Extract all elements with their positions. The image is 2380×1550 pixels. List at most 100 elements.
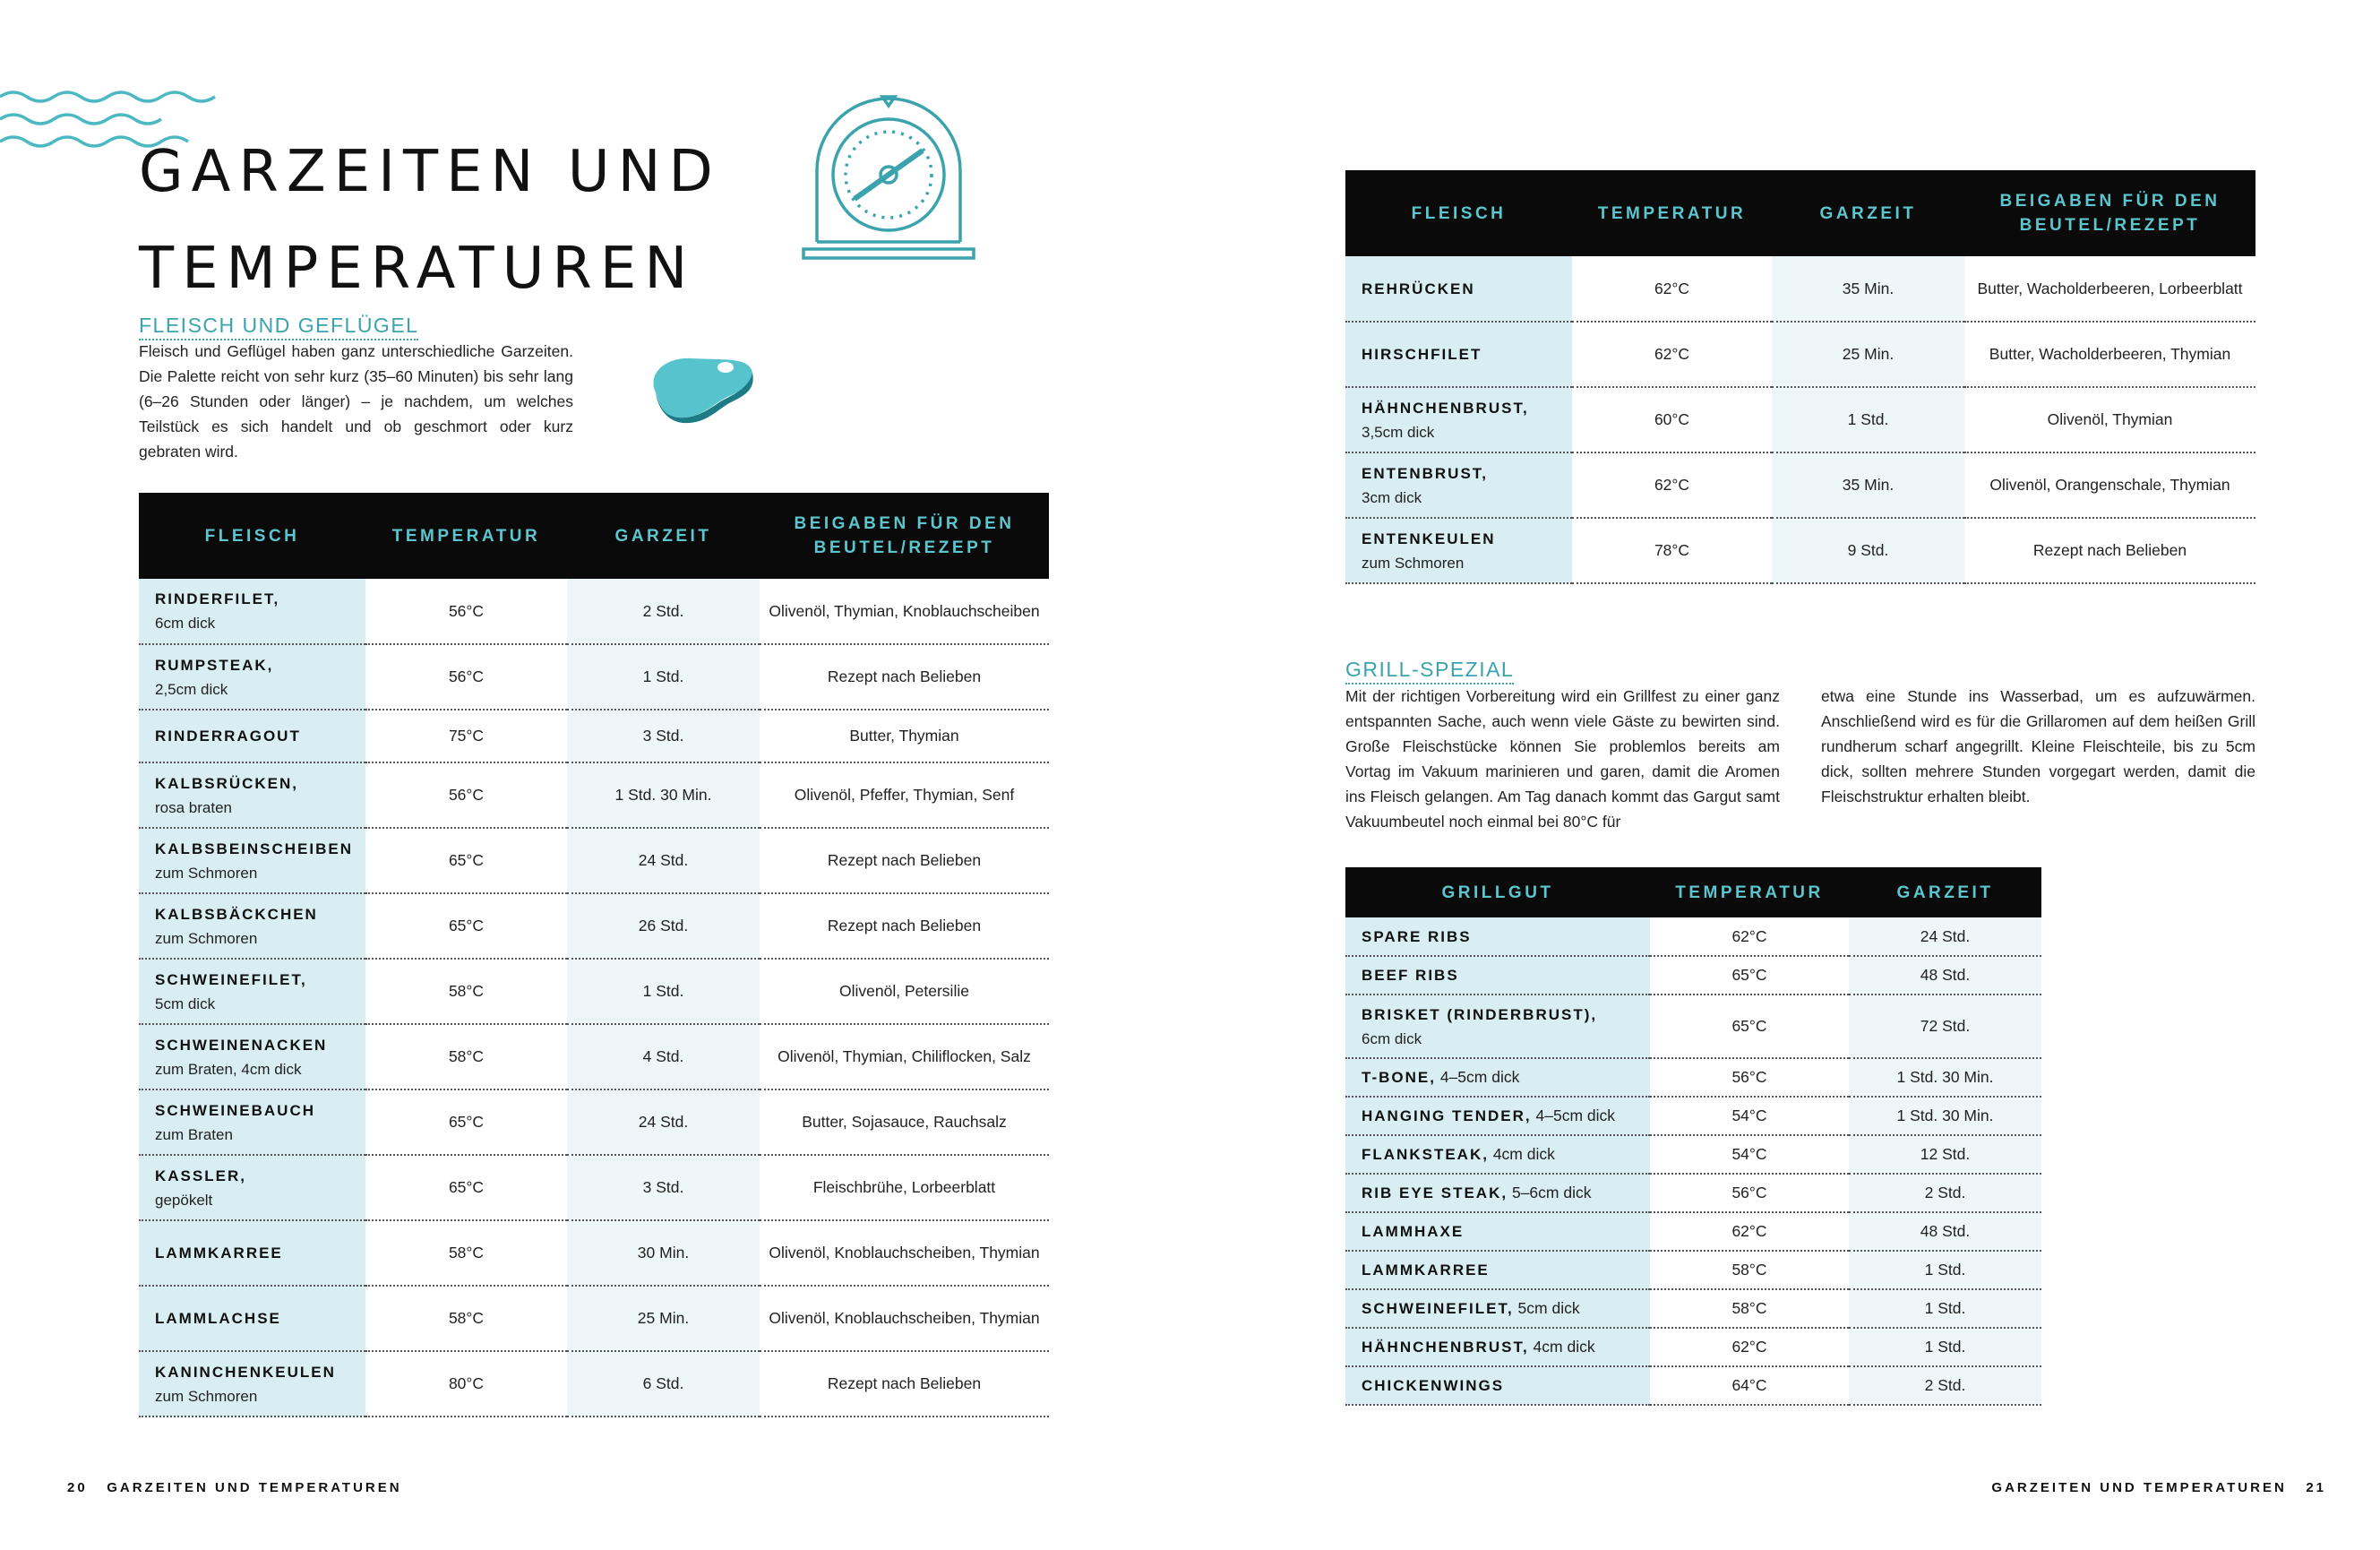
cell-temperature: 60°C bbox=[1572, 387, 1772, 453]
cell-time: 1 Std. bbox=[567, 959, 760, 1025]
meat-name: KASSLER, bbox=[155, 1167, 246, 1184]
cell-time: 1 Std. bbox=[1849, 1251, 2041, 1290]
grill-item-sub: 6cm dick bbox=[1362, 1029, 1422, 1047]
cell-meat: SCHWEINENACKEN zum Braten, 4cm dick bbox=[139, 1024, 365, 1090]
cell-meat: KALBSBÄCKCHEN zum Schmoren bbox=[139, 893, 365, 960]
cell-meat: REHRÜCKEN bbox=[1345, 256, 1572, 323]
cell-extras: Butter, Wacholderbeeren, Thymian bbox=[1964, 322, 2255, 388]
cell-time: 2 Std. bbox=[567, 579, 760, 645]
cell-time: 24 Std. bbox=[567, 828, 760, 894]
cell-grill-item: FLANKSTEAK, 4cm dick bbox=[1345, 1135, 1650, 1175]
cell-temperature: 56°C bbox=[1650, 1174, 1849, 1213]
meat-name: SCHWEINEBAUCH bbox=[155, 1101, 315, 1119]
footer-left: 20 GARZEITEN UND TEMPERATUREN bbox=[67, 1480, 402, 1495]
cell-extras: Rezept nach Belieben bbox=[1964, 518, 2255, 584]
cell-time: 35 Min. bbox=[1772, 256, 1964, 323]
meat-name: ENTENBRUST, bbox=[1362, 464, 1489, 482]
cell-time: 1 Std. bbox=[1849, 1289, 2041, 1329]
cell-meat: HÄHNCHENBRUST, 3,5cm dick bbox=[1345, 387, 1572, 453]
table-row: SCHWEINEFILET, 5cm dick 58°C 1 Std. bbox=[1345, 1289, 2041, 1329]
cell-temperature: 78°C bbox=[1572, 518, 1772, 584]
meat-detail: 2,5cm dick bbox=[155, 680, 228, 698]
grill-item-name: T-BONE, bbox=[1362, 1069, 1436, 1086]
grill-item-line: SCHWEINEFILET, 5cm dick bbox=[1362, 1296, 1643, 1321]
cell-temperature: 65°C bbox=[365, 893, 567, 960]
meat-detail: zum Braten bbox=[155, 1125, 233, 1143]
meat-name: ENTENKEULEN bbox=[1362, 530, 1496, 547]
grill-table: GRILLGUT TEMPERATUR GARZEIT SPARE RIBS 62… bbox=[1345, 867, 2041, 1406]
cell-temperature: 58°C bbox=[365, 1220, 567, 1287]
cell-time: 25 Min. bbox=[567, 1286, 760, 1352]
cell-temperature: 65°C bbox=[1650, 956, 1849, 995]
cell-time: 24 Std. bbox=[1849, 917, 2041, 957]
cell-time: 25 Min. bbox=[1772, 322, 1964, 388]
table-header-row: FLEISCH TEMPERATUR GARZEIT BEIGABEN FÜR … bbox=[139, 493, 1049, 579]
cell-meat: RINDERRAGOUT bbox=[139, 710, 365, 763]
cell-temperature: 58°C bbox=[365, 1024, 567, 1090]
game-poultry-table: FLEISCH TEMPERATUR GARZEIT BEIGABEN FÜR … bbox=[1345, 170, 2255, 584]
cell-time: 1 Std. bbox=[567, 644, 760, 710]
table-row: REHRÜCKEN 62°C 35 Min. Butter, Wacholderbee… bbox=[1345, 256, 2255, 323]
meat-detail: zum Schmoren bbox=[155, 929, 258, 947]
footer-right-text: GARZEITEN UND TEMPERATUREN bbox=[1991, 1480, 2287, 1495]
cell-grill-item: BEEF RIBS bbox=[1345, 956, 1650, 995]
cell-time: 1 Std. 30 Min. bbox=[1849, 1058, 2041, 1098]
page-title: GARZEITEN UND TEMPERATUREN bbox=[139, 124, 721, 317]
grill-item-line: LAMMHAXE bbox=[1362, 1219, 1643, 1244]
cell-meat: KALBSRÜCKEN, rosa braten bbox=[139, 762, 365, 829]
cell-extras: Rezept nach Belieben bbox=[760, 828, 1049, 894]
cell-time: 1 Std. bbox=[1772, 387, 1964, 453]
cell-temperature: 62°C bbox=[1572, 256, 1772, 323]
cell-temperature: 65°C bbox=[365, 1155, 567, 1221]
cell-temperature: 58°C bbox=[365, 1286, 567, 1352]
cell-extras: Butter, Thymian bbox=[760, 710, 1049, 763]
table-row: HANGING TENDER, 4–5cm dick 54°C 1 Std. 30 … bbox=[1345, 1097, 2041, 1136]
cell-meat: KANINCHENKEULEN zum Schmoren bbox=[139, 1351, 365, 1417]
table-row: ENTENKEULEN zum Schmoren 78°C 9 Std. Rezept … bbox=[1345, 518, 2255, 584]
table-row: HIRSCHFILET 62°C 25 Min. Butter, Wacholderb… bbox=[1345, 322, 2255, 388]
cell-time: 3 Std. bbox=[567, 1155, 760, 1221]
meat-detail: zum Schmoren bbox=[155, 864, 258, 882]
grill-item-detail: 5–6cm dick bbox=[1511, 1184, 1592, 1201]
cell-time: 24 Std. bbox=[567, 1089, 760, 1156]
cell-extras: Butter, Sojasauce, Rauchsalz bbox=[760, 1089, 1049, 1156]
meat-name: REHRÜCKEN bbox=[1362, 280, 1475, 297]
cell-grill-item: BRISKET (RINDERBRUST), 6cm dick bbox=[1345, 995, 1650, 1059]
page-title-line2: TEMPERATUREN bbox=[139, 236, 696, 302]
cell-time: 35 Min. bbox=[1772, 452, 1964, 519]
cell-temperature: 56°C bbox=[365, 579, 567, 645]
meat-name: LAMMLACHSE bbox=[155, 1310, 281, 1327]
cell-grill-item: SCHWEINEFILET, 5cm dick bbox=[1345, 1289, 1650, 1329]
header-garzeit: GARZEIT bbox=[567, 493, 760, 579]
wave-lines-icon bbox=[0, 90, 216, 148]
meat-name: HIRSCHFILET bbox=[1362, 346, 1482, 363]
grill-item-line: LAMMKARREE bbox=[1362, 1258, 1643, 1282]
cell-time: 26 Std. bbox=[567, 893, 760, 960]
cell-extras: Olivenöl, Thymian, Knoblauchscheiben bbox=[760, 579, 1049, 645]
cell-grill-item: RIB EYE STEAK, 5–6cm dick bbox=[1345, 1174, 1650, 1213]
cell-time: 2 Std. bbox=[1849, 1366, 2041, 1406]
cell-temperature: 58°C bbox=[1650, 1251, 1849, 1290]
cell-meat: HIRSCHFILET bbox=[1345, 322, 1572, 388]
cell-meat: LAMMLACHSE bbox=[139, 1286, 365, 1352]
cell-temperature: 54°C bbox=[1650, 1135, 1849, 1175]
cell-grill-item: LAMMHAXE bbox=[1345, 1212, 1650, 1252]
page-number-right: 21 bbox=[2306, 1480, 2326, 1495]
cell-meat: KASSLER, gepökelt bbox=[139, 1155, 365, 1221]
cell-temperature: 58°C bbox=[365, 959, 567, 1025]
cell-time: 3 Std. bbox=[567, 710, 760, 763]
meat-name: RINDERRAGOUT bbox=[155, 728, 301, 745]
cell-temperature: 62°C bbox=[1650, 917, 1849, 957]
table-row: RUMPSTEAK, 2,5cm dick 56°C 1 Std. Rezept nac… bbox=[139, 644, 1049, 710]
meat-detail: 3,5cm dick bbox=[1362, 423, 1435, 441]
grill-item-line: BEEF RIBS bbox=[1362, 963, 1643, 987]
header-grillgut: GRILLGUT bbox=[1345, 867, 1650, 917]
header-temperatur: TEMPERATUR bbox=[1572, 170, 1772, 256]
cell-temperature: 62°C bbox=[1572, 452, 1772, 519]
grill-item-detail: 4–5cm dick bbox=[1535, 1107, 1616, 1124]
meat-detail: rosa braten bbox=[155, 798, 232, 816]
footer-left-text: GARZEITEN UND TEMPERATUREN bbox=[107, 1480, 402, 1495]
grill-item-name: FLANKSTEAK, bbox=[1362, 1146, 1489, 1163]
meat-name: SCHWEINEFILET, bbox=[155, 970, 307, 988]
cell-extras: Olivenöl, Pfeffer, Thymian, Senf bbox=[760, 762, 1049, 829]
